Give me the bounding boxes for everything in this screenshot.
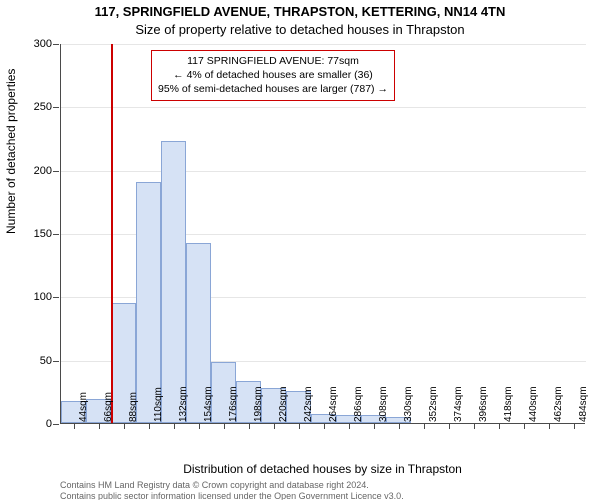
y-tick [53,424,59,425]
x-axis-title: Distribution of detached houses by size … [60,462,585,476]
x-tick-label: 110sqm [153,387,164,422]
y-tick [53,234,59,235]
x-tick [349,423,350,429]
y-tick-label: 100 [12,291,52,303]
chart-container: 117, SPRINGFIELD AVENUE, THRAPSTON, KETT… [0,0,600,500]
gridline [61,107,586,108]
y-tick-label: 0 [12,418,52,430]
x-tick-label: 418sqm [503,386,514,422]
x-tick-label: 132sqm [178,386,189,422]
x-tick-label: 352sqm [428,386,439,422]
x-tick [99,423,100,429]
gridline [61,171,586,172]
x-tick-label: 484sqm [578,386,589,422]
x-tick [399,423,400,429]
x-tick-label: 176sqm [228,386,239,422]
footer-line2: Contains public sector information licen… [60,491,585,500]
x-tick [199,423,200,429]
y-tick [53,171,59,172]
x-tick [424,423,425,429]
x-tick-label: 154sqm [203,386,214,422]
x-tick-label: 88sqm [128,392,139,422]
y-tick-label: 50 [12,355,52,367]
x-tick [274,423,275,429]
x-tick [574,423,575,429]
x-tick [324,423,325,429]
x-tick [474,423,475,429]
gridline [61,44,586,45]
x-tick [149,423,150,429]
x-tick [374,423,375,429]
y-tick [53,361,59,362]
reference-line [111,44,113,423]
y-tick [53,107,59,108]
x-tick [449,423,450,429]
x-tick [299,423,300,429]
x-tick-label: 374sqm [453,386,464,422]
page-title-line2: Size of property relative to detached ho… [0,22,600,37]
x-tick [524,423,525,429]
y-axis-title: Number of detached properties [4,69,18,234]
histogram-bar [161,141,186,423]
y-tick-label: 200 [12,165,52,177]
x-tick-label: 220sqm [278,386,289,422]
plot-inner: 05010015020025030044sqm66sqm88sqm110sqm1… [60,44,585,424]
footer-line1: Contains HM Land Registry data © Crown c… [60,480,585,491]
y-tick [53,44,59,45]
x-tick-label: 308sqm [378,386,389,422]
plot-area: 05010015020025030044sqm66sqm88sqm110sqm1… [60,44,585,424]
x-tick-label: 242sqm [303,386,314,422]
x-tick [249,423,250,429]
page-title-line1: 117, SPRINGFIELD AVENUE, THRAPSTON, KETT… [0,4,600,19]
annotation-box: 117 SPRINGFIELD AVENUE: 77sqm← 4% of det… [151,50,395,101]
annotation-line: 95% of semi-detached houses are larger (… [158,82,388,96]
x-tick-label: 286sqm [353,386,364,422]
annotation-line: 117 SPRINGFIELD AVENUE: 77sqm [158,54,388,68]
x-tick-label: 396sqm [478,386,489,422]
footer-attribution: Contains HM Land Registry data © Crown c… [60,480,585,500]
x-tick-label: 66sqm [103,392,114,422]
y-tick-label: 150 [12,228,52,240]
annotation-line: ← 4% of detached houses are smaller (36) [158,68,388,82]
x-tick [549,423,550,429]
x-tick [74,423,75,429]
y-tick [53,297,59,298]
x-tick-label: 198sqm [253,386,264,422]
x-tick [124,423,125,429]
x-tick-label: 44sqm [78,392,89,422]
x-tick [224,423,225,429]
x-tick [174,423,175,429]
x-tick-label: 462sqm [553,386,564,422]
x-tick-label: 440sqm [528,386,539,422]
x-tick-label: 330sqm [403,386,414,422]
y-tick-label: 300 [12,38,52,50]
y-tick-label: 250 [12,101,52,113]
x-tick [499,423,500,429]
x-tick-label: 264sqm [328,386,339,422]
